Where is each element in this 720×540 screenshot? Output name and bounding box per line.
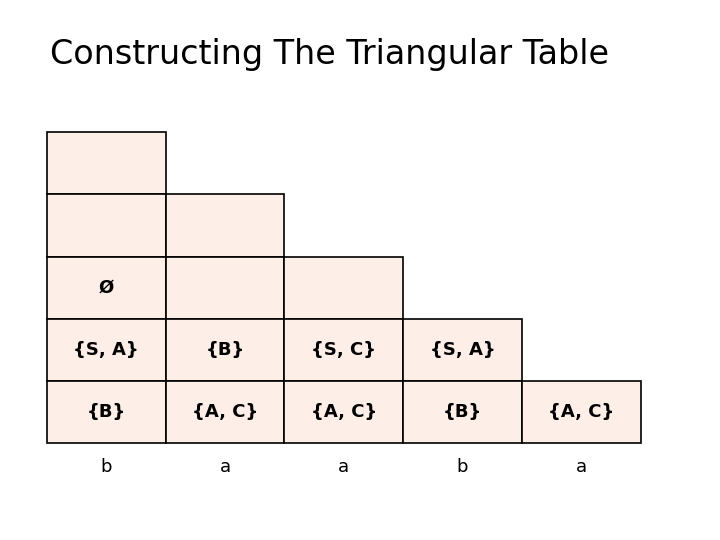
Text: {A, C}: {A, C}: [310, 403, 377, 421]
Text: a: a: [220, 458, 230, 476]
Text: Ø: Ø: [99, 279, 114, 296]
Text: {A, C}: {A, C}: [548, 403, 615, 421]
Text: {S, A}: {S, A}: [430, 341, 495, 359]
Text: b: b: [101, 458, 112, 476]
FancyBboxPatch shape: [47, 132, 166, 194]
Text: {B}: {B}: [86, 403, 126, 421]
FancyBboxPatch shape: [166, 381, 284, 443]
Text: {A, C}: {A, C}: [192, 403, 258, 421]
FancyBboxPatch shape: [47, 256, 166, 319]
Text: b: b: [457, 458, 468, 476]
FancyBboxPatch shape: [403, 319, 522, 381]
FancyBboxPatch shape: [403, 381, 522, 443]
FancyBboxPatch shape: [166, 194, 284, 256]
FancyBboxPatch shape: [284, 381, 403, 443]
Text: a: a: [576, 458, 587, 476]
Text: a: a: [338, 458, 349, 476]
FancyBboxPatch shape: [47, 194, 166, 256]
Text: {S, A}: {S, A}: [73, 341, 139, 359]
FancyBboxPatch shape: [47, 319, 166, 381]
Text: Constructing The Triangular Table: Constructing The Triangular Table: [50, 38, 609, 71]
FancyBboxPatch shape: [166, 319, 284, 381]
FancyBboxPatch shape: [522, 381, 641, 443]
FancyBboxPatch shape: [284, 256, 403, 319]
FancyBboxPatch shape: [166, 256, 284, 319]
Text: {B}: {B}: [443, 403, 482, 421]
FancyBboxPatch shape: [47, 381, 166, 443]
Text: {S, C}: {S, C}: [311, 341, 377, 359]
Text: {B}: {B}: [205, 341, 245, 359]
FancyBboxPatch shape: [284, 319, 403, 381]
